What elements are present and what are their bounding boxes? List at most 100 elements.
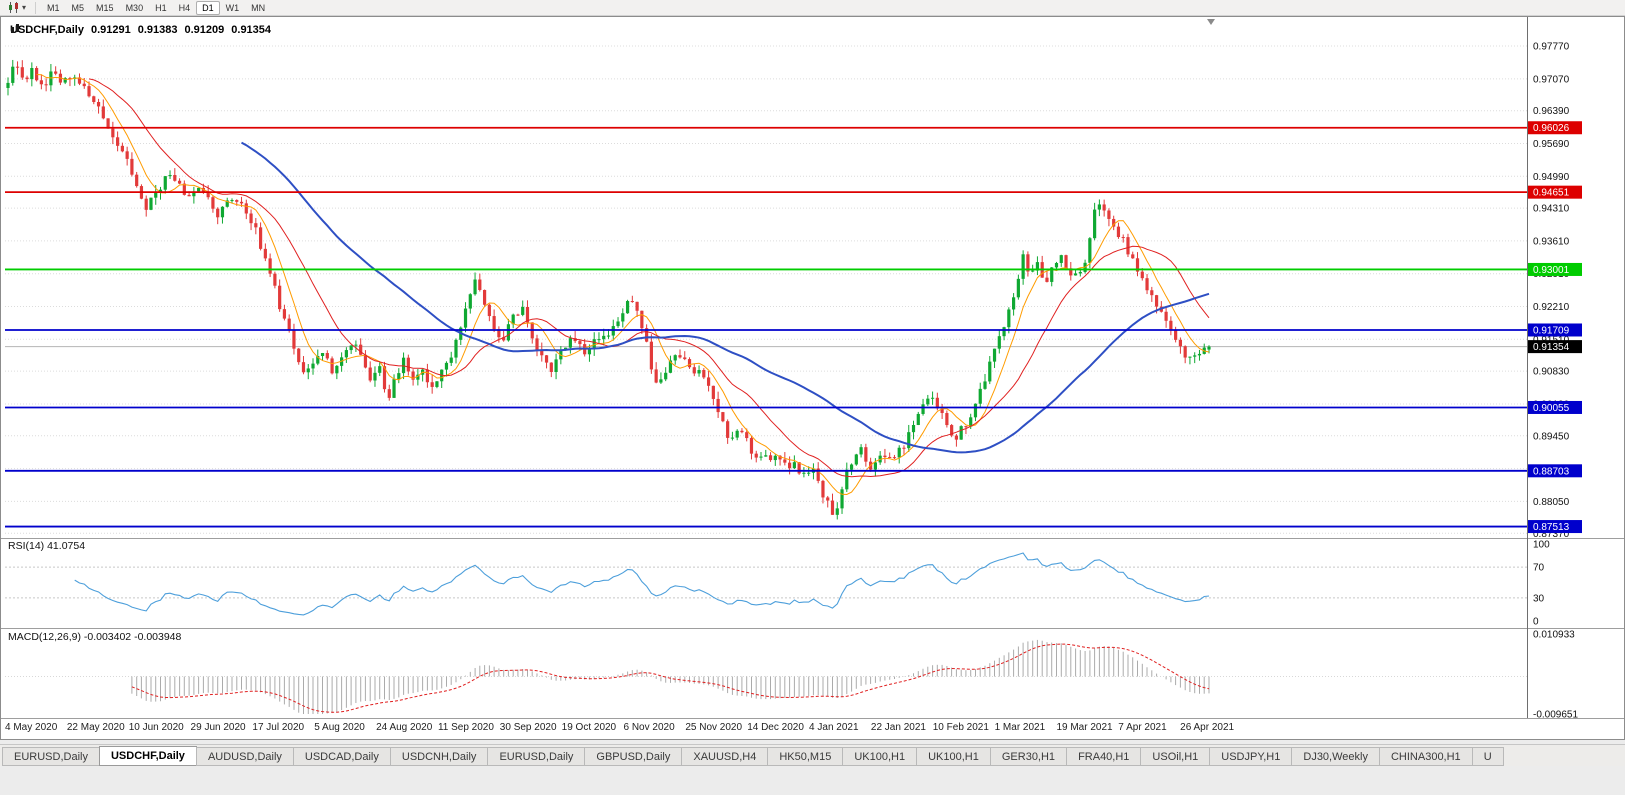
timeframe-button-m15[interactable]: M15 (96, 2, 114, 13)
rsi-panel (5, 552, 1527, 616)
svg-text:0.010933: 0.010933 (1533, 630, 1575, 641)
tab-audusd-daily[interactable]: AUDUSD,Daily (195, 747, 294, 766)
svg-text:0.88703: 0.88703 (1533, 466, 1570, 477)
toolbar-separator (35, 1, 37, 14)
timeframe-button-m30[interactable]: M30 (125, 2, 144, 13)
rsi-label: RSI(14) 41.0754 (8, 540, 85, 552)
level-price-label: 0.93001 (1528, 262, 1582, 276)
svg-text:10 Jun 2020: 10 Jun 2020 (129, 722, 184, 733)
timeframe-button-d1[interactable]: D1 (196, 0, 220, 15)
svg-text:26 Apr 2021: 26 Apr 2021 (1180, 722, 1234, 733)
svg-text:25 Nov 2020: 25 Nov 2020 (685, 722, 742, 733)
chart-title-symbol: USDCHF,Daily (10, 24, 84, 36)
svg-text:0.95690: 0.95690 (1533, 139, 1570, 150)
chart-title-low: 0.91209 (184, 24, 225, 36)
svg-text:0.91354: 0.91354 (1533, 342, 1570, 353)
tab-eurusd-daily[interactable]: EURUSD,Daily (487, 747, 586, 766)
tab-uk100-h1[interactable]: UK100,H1 (916, 747, 991, 766)
svg-text:29 Jun 2020: 29 Jun 2020 (191, 722, 246, 733)
timeframe-button-mn[interactable]: MN (251, 2, 266, 13)
svg-text:4 Jan 2021: 4 Jan 2021 (809, 722, 859, 733)
svg-text:0.94651: 0.94651 (1533, 188, 1570, 199)
tab-dj30-weekly[interactable]: DJ30,Weekly (1291, 747, 1380, 766)
timeframe-group: M1 M5 M15 M30 H1 H4 D1 W1 MN (41, 0, 271, 15)
chart-title-high: 0.91383 (137, 24, 178, 36)
tab-china300-h1[interactable]: CHINA300,H1 (1378, 747, 1473, 766)
svg-text:-0.009651: -0.009651 (1533, 710, 1578, 721)
svg-text:30 Sep 2020: 30 Sep 2020 (500, 722, 557, 733)
svg-text:11 Sep 2020: 11 Sep 2020 (438, 722, 494, 733)
svg-text:10 Feb 2021: 10 Feb 2021 (933, 722, 990, 733)
bottom-tab-bar: EURUSD,Daily USDCHF,Daily AUDUSD,Daily USDC… (0, 744, 1625, 766)
timeframe-button-h1[interactable]: H1 (155, 2, 167, 13)
grid-lines (5, 45, 1527, 534)
rsi-scale: 100 70 30 0 (1533, 540, 1550, 628)
current-price-label: 0.91354 (1528, 340, 1582, 354)
tab-usdcnh-daily[interactable]: USDCNH,Daily (389, 747, 489, 766)
tab-xauusd-h4[interactable]: XAUUSD,H4 (681, 747, 769, 766)
tab-usdchf-daily[interactable]: USDCHF,Daily (98, 746, 197, 766)
svg-text:0.90055: 0.90055 (1533, 403, 1570, 414)
svg-text:0.96026: 0.96026 (1533, 123, 1570, 134)
tab-eurusd-daily[interactable]: EURUSD,Daily (2, 747, 100, 766)
chevron-down-icon: ▾ (22, 2, 27, 12)
x-axis-dates[interactable]: 4 May 2020 22 May 2020 10 Jun 2020 29 Jun 2… (5, 722, 1235, 733)
timeframe-button-m5[interactable]: M5 (71, 2, 85, 13)
macd-panel (5, 639, 1527, 714)
svg-text:0.97070: 0.97070 (1533, 74, 1570, 85)
timeframe-button-m1[interactable]: M1 (47, 2, 60, 13)
tab-u[interactable]: U (1471, 747, 1504, 766)
rsi-line (74, 552, 1210, 616)
svg-text:0.97770: 0.97770 (1533, 42, 1570, 53)
level-price-label: 0.88703 (1528, 464, 1582, 478)
status-bar (0, 766, 1625, 795)
svg-text:22 May 2020: 22 May 2020 (67, 722, 125, 733)
svg-text:17 Jul 2020: 17 Jul 2020 (252, 722, 304, 733)
tab-uk100-h1[interactable]: UK100,H1 (842, 747, 918, 766)
svg-text:0.89450: 0.89450 (1533, 431, 1570, 442)
tab-gbpusd-daily[interactable]: GBPUSD,Daily (584, 747, 683, 766)
chart-canvas[interactable]: 0.97770 0.97070 0.96390 0.95690 0.94990 0.943… (1, 17, 1624, 739)
ma-slow-line (241, 141, 1210, 454)
svg-text:0.96390: 0.96390 (1533, 106, 1570, 117)
macd-label: MACD(12,26,9) -0.003402 -0.003948 (8, 631, 182, 643)
svg-text:0.93001: 0.93001 (1533, 265, 1570, 276)
svg-text:0.93610: 0.93610 (1533, 236, 1570, 247)
chart-type-button[interactable]: ▾ (4, 1, 30, 15)
level-price-label: 0.96026 (1528, 121, 1582, 135)
svg-text:0.92210: 0.92210 (1533, 302, 1570, 313)
svg-text:0.88050: 0.88050 (1533, 497, 1570, 508)
level-price-label: 0.91709 (1528, 323, 1582, 337)
tab-fra40-h1[interactable]: FRA40,H1 (1066, 747, 1142, 766)
tab-usdjpy-h1[interactable]: USDJPY,H1 (1209, 747, 1293, 766)
svg-text:0.94310: 0.94310 (1533, 204, 1570, 215)
svg-text:0.87370: 0.87370 (1533, 529, 1570, 540)
tab-usoil-h1[interactable]: USOil,H1 (1140, 747, 1211, 766)
level-price-label: 0.94651 (1528, 185, 1582, 199)
svg-text:22 Jan 2021: 22 Jan 2021 (871, 722, 926, 733)
svg-text:0.91709: 0.91709 (1533, 325, 1570, 336)
candles (6, 59, 1211, 520)
svg-text:30: 30 (1533, 593, 1545, 604)
svg-text:14 Dec 2020: 14 Dec 2020 (747, 722, 804, 733)
tab-hk50-m15[interactable]: HK50,M15 (767, 747, 844, 766)
chart-window: 0.97770 0.97070 0.96390 0.95690 0.94990 0.943… (0, 16, 1625, 740)
svg-text:0.87513: 0.87513 (1533, 522, 1570, 533)
chart-title-close: 0.91354 (231, 24, 272, 36)
macd-scale: 0.010933 -0.009651 (1533, 630, 1578, 721)
chart-shift-marker[interactable] (1207, 19, 1215, 25)
timeframe-button-h4[interactable]: H4 (178, 2, 191, 13)
chart-plot-area[interactable] (5, 45, 1527, 714)
timeframe-button-w1[interactable]: W1 (225, 2, 240, 13)
horizontal-level-lines[interactable] (5, 126, 1527, 528)
svg-text:24 Aug 2020: 24 Aug 2020 (376, 722, 433, 733)
tab-ger30-h1[interactable]: GER30,H1 (989, 747, 1068, 766)
svg-text:70: 70 (1533, 563, 1545, 574)
svg-text:1 Mar 2021: 1 Mar 2021 (995, 722, 1046, 733)
tab-usdcad-daily[interactable]: USDCAD,Daily (292, 747, 391, 766)
chart-title-open: 0.91291 (90, 24, 131, 36)
svg-text:5 Aug 2020: 5 Aug 2020 (314, 722, 365, 733)
ma-mid-line (88, 78, 1210, 478)
level-price-label: 0.87513 (1528, 520, 1582, 534)
svg-text:0.94990: 0.94990 (1533, 172, 1570, 183)
